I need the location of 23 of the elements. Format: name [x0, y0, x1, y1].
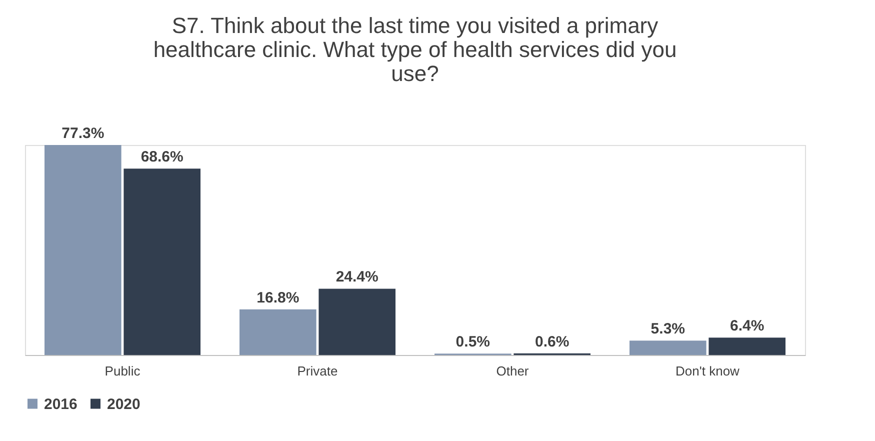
data-label: 77.3% — [62, 125, 104, 142]
data-label: 5.3% — [650, 320, 686, 338]
data-label: 0.5% — [456, 334, 490, 351]
data-label: 6.4% — [730, 318, 764, 335]
legend-label: 2016 — [44, 396, 78, 413]
text: S7. Think about the last time you visited a primary — [172, 13, 658, 38]
x-tick-label: Don't know — [676, 364, 740, 378]
x-tick-label: Public — [104, 364, 141, 378]
bar — [708, 338, 786, 355]
legend-label: 2020 — [107, 396, 140, 413]
data-label: 24.4% — [336, 268, 378, 286]
data-label: 0.6% — [534, 333, 570, 350]
bar — [240, 309, 316, 355]
data-label: 16.8% — [256, 289, 300, 306]
bar — [318, 288, 396, 355]
text: use? — [391, 61, 439, 86]
x-tick-label: Private — [297, 364, 338, 378]
text: healthcare clinic. What type of health services did you — [153, 37, 677, 62]
x-tick-label: Other — [496, 364, 530, 378]
bar — [630, 340, 706, 355]
bar — [124, 168, 200, 355]
bar — [44, 145, 122, 355]
data-label: 68.6% — [140, 148, 184, 166]
